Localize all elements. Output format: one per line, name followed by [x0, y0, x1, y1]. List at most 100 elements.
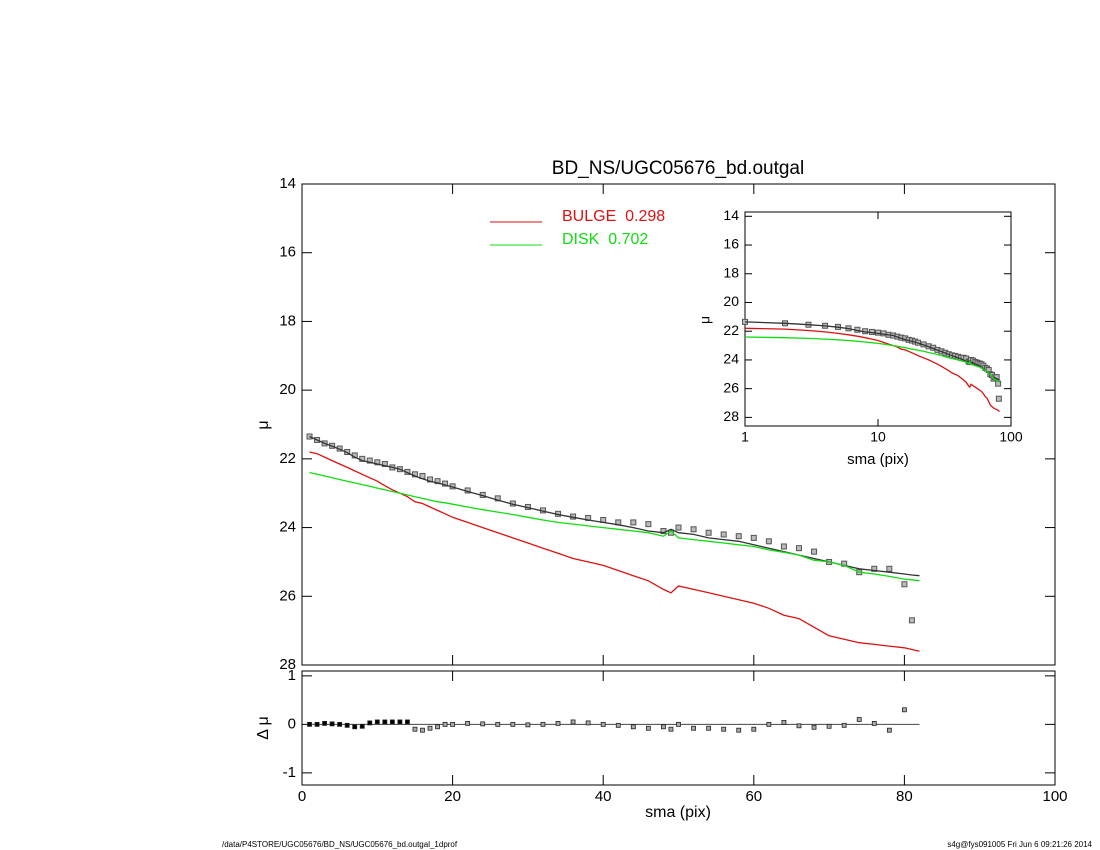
y-tick-label: 26 — [723, 379, 739, 395]
residual-marker — [555, 720, 561, 726]
residual-marker — [826, 723, 832, 729]
residual-marker — [600, 721, 606, 727]
main-marker — [765, 538, 772, 545]
main-marker — [494, 495, 501, 502]
y-tick-label: 0 — [288, 715, 296, 732]
residual-marker — [307, 721, 312, 727]
main-marker — [645, 521, 652, 528]
residual-marker — [480, 721, 486, 727]
y-tick-label: 24 — [279, 519, 296, 536]
y-tick-label: 20 — [279, 381, 296, 398]
y-tick-label: 24 — [723, 351, 739, 367]
residual-marker — [322, 720, 327, 726]
residual-marker — [871, 720, 877, 726]
y-tick-label: 28 — [723, 408, 739, 424]
residual-marker — [450, 721, 456, 727]
main-marker — [795, 545, 802, 552]
residual-marker — [367, 720, 373, 726]
main-line — [309, 451, 920, 652]
residual-marker — [525, 722, 531, 728]
x-tick-label: 100 — [1042, 788, 1067, 805]
residual-marker — [645, 725, 651, 731]
residual-marker — [352, 724, 358, 730]
main-marker — [780, 543, 787, 550]
residual-marker — [420, 727, 425, 733]
main-marker — [442, 480, 449, 487]
main-marker — [630, 519, 637, 526]
residual-marker — [630, 724, 636, 730]
residual-marker — [721, 726, 727, 732]
residual-marker — [676, 721, 681, 727]
main-marker — [675, 524, 682, 531]
residual-marker — [751, 726, 757, 732]
residual-marker — [359, 723, 365, 729]
residual-marker — [465, 720, 471, 726]
x-tick-label: 0 — [298, 788, 306, 805]
residual-marker — [796, 723, 802, 729]
y-tick-label: 16 — [723, 236, 739, 252]
x-tick-label: 10 — [870, 429, 886, 445]
x-tick-label: 80 — [896, 788, 913, 805]
main-frame — [301, 183, 1056, 666]
residual-marker — [841, 722, 847, 728]
inset-line — [744, 336, 1000, 383]
x-tick-label: 60 — [745, 788, 762, 805]
y-tick-label: 18 — [723, 264, 739, 280]
residual-marker — [886, 727, 892, 733]
main-marker — [381, 461, 388, 468]
main-marker — [750, 534, 757, 541]
residual-marker — [427, 725, 433, 731]
y-tick-label: -1 — [283, 764, 296, 781]
y-tick-label: 14 — [279, 175, 296, 192]
main-marker — [705, 529, 712, 536]
y-tick-label: 18 — [279, 312, 296, 329]
x-tick-label: 1 — [741, 429, 749, 445]
main-marker — [901, 581, 908, 588]
main-marker — [427, 476, 434, 483]
residual-marker — [615, 722, 621, 728]
residual-marker — [374, 719, 380, 725]
y-tick-label: 16 — [279, 244, 296, 261]
residual-marker — [668, 726, 674, 732]
footer-stamp: s4g@fys091005 Fri Jun 6 09:21:26 2014 — [947, 840, 1092, 849]
y-tick-label: 22 — [279, 450, 296, 467]
residual-marker — [442, 721, 448, 727]
chart-title: BD_NS/UGC05676_bd.outgal — [552, 158, 804, 179]
residual-marker — [856, 717, 862, 722]
residual-marker — [585, 720, 591, 726]
y-axis-label: μ — [255, 420, 272, 429]
legend-label: BULGE 0.298 — [562, 208, 665, 225]
inset-marker — [995, 395, 1002, 402]
main-marker — [871, 565, 878, 572]
main-marker — [811, 548, 818, 555]
main-marker — [366, 457, 373, 464]
y-axis-label: Δ μ — [255, 716, 272, 739]
residual-frame — [301, 670, 1056, 786]
y-tick-label: 1 — [288, 667, 296, 684]
inset-line — [744, 327, 1000, 413]
residual-marker — [781, 720, 787, 725]
main-marker — [841, 560, 848, 567]
residual-marker — [314, 721, 320, 727]
residual-marker — [706, 725, 712, 731]
residual-marker — [344, 722, 350, 728]
residual-marker — [495, 721, 501, 727]
y-tick-label: 20 — [723, 293, 739, 309]
y-tick-label: 26 — [279, 587, 296, 604]
y-tick-label: 22 — [723, 322, 739, 338]
x-axis-label: sma (pix) — [645, 804, 711, 821]
residual-marker — [570, 719, 576, 725]
main-line — [309, 471, 920, 582]
residual-marker — [397, 719, 403, 725]
residual-marker — [540, 721, 546, 727]
main-marker — [690, 526, 697, 533]
main-marker — [374, 459, 381, 466]
x-tick-label: 100 — [999, 429, 1023, 445]
residual-marker — [405, 719, 410, 725]
x-tick-label: 20 — [444, 788, 461, 805]
main-marker — [434, 478, 441, 485]
residual-marker — [736, 727, 742, 733]
legend-label: DISK 0.702 — [562, 231, 648, 248]
